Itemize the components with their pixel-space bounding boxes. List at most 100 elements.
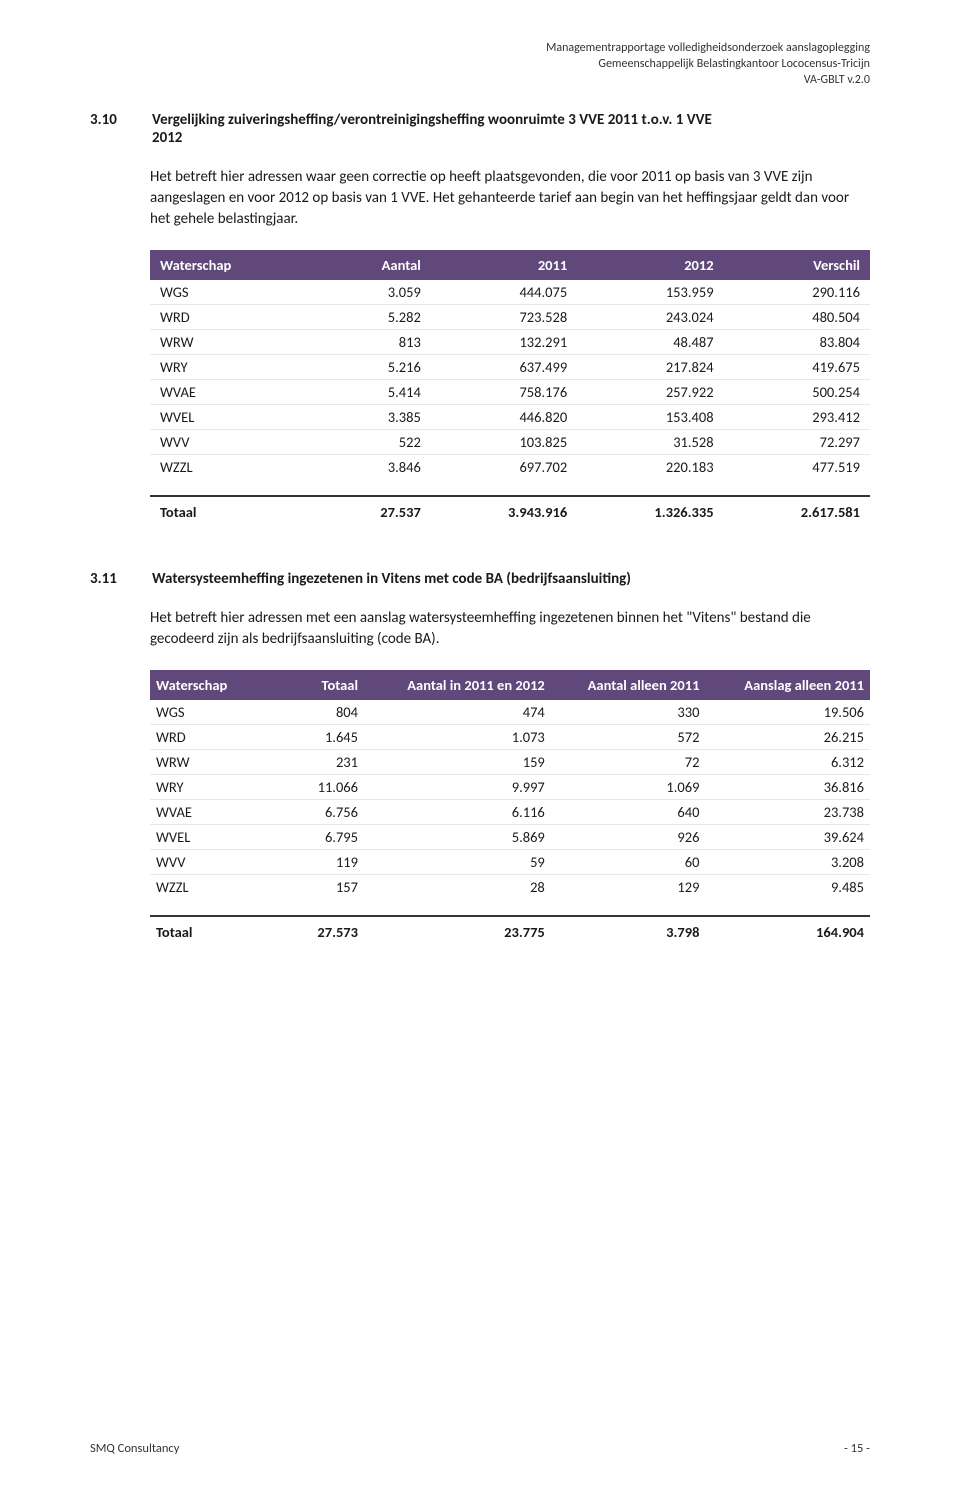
table-cell: 5.216 bbox=[319, 354, 431, 379]
table-cell: 132.291 bbox=[431, 329, 577, 354]
table-cell: 6.312 bbox=[705, 749, 870, 774]
table-cell: 1.645 bbox=[272, 724, 364, 749]
page-footer: SMQ Consultancy - 15 - bbox=[90, 1441, 870, 1456]
table-cell: 26.215 bbox=[705, 724, 870, 749]
table-cell: 19.506 bbox=[705, 700, 870, 725]
table-cell: 9.997 bbox=[364, 774, 551, 799]
table-cell: 330 bbox=[551, 700, 706, 725]
section-3-10-heading: 3.10 Vergelijking zuiveringsheffing/vero… bbox=[90, 111, 870, 147]
table-cell: 926 bbox=[551, 824, 706, 849]
table-cell: 220.183 bbox=[577, 454, 723, 479]
table-cell: 758.176 bbox=[431, 379, 577, 404]
table-cell: WVV bbox=[150, 849, 272, 874]
table-cell: 48.487 bbox=[577, 329, 723, 354]
table-cell: WRY bbox=[150, 354, 319, 379]
col-header: Aanslag alleen 2011 bbox=[705, 670, 870, 700]
header-line-2: Gemeenschappelijk Belastingkantoor Lococ… bbox=[90, 56, 870, 72]
section-title: Watersysteemheffing ingezetenen in Viten… bbox=[152, 570, 870, 588]
table-cell: 217.824 bbox=[577, 354, 723, 379]
table-cell: 480.504 bbox=[724, 304, 870, 329]
table-total-row: Totaal 27.537 3.943.916 1.326.335 2.617.… bbox=[150, 496, 870, 524]
col-header: Waterschap bbox=[150, 250, 319, 280]
table-cell: 813 bbox=[319, 329, 431, 354]
col-header: Aantal bbox=[319, 250, 431, 280]
table-row: WVV522103.82531.52872.297 bbox=[150, 429, 870, 454]
table-cell: 290.116 bbox=[724, 280, 870, 305]
total-cell: 3.798 bbox=[551, 916, 706, 944]
table-row: WVEL3.385446.820153.408293.412 bbox=[150, 404, 870, 429]
table-cell: WGS bbox=[150, 700, 272, 725]
footer-right: - 15 - bbox=[844, 1441, 870, 1456]
table-cell: 119 bbox=[272, 849, 364, 874]
section-number: 3.11 bbox=[90, 570, 126, 588]
table-cell: 243.024 bbox=[577, 304, 723, 329]
section-title-line1: Vergelijking zuiveringsheffing/verontrei… bbox=[152, 111, 870, 129]
total-cell: 164.904 bbox=[705, 916, 870, 944]
section-number: 3.10 bbox=[90, 111, 126, 147]
col-header: Verschil bbox=[724, 250, 870, 280]
table-cell: WZZL bbox=[150, 874, 272, 899]
header-line-3: VA-GBLT v.2.0 bbox=[90, 72, 870, 88]
table-cell: 5.869 bbox=[364, 824, 551, 849]
table-cell: 231 bbox=[272, 749, 364, 774]
table-header-row: Waterschap Totaal Aantal in 2011 en 2012… bbox=[150, 670, 870, 700]
table-row: WRY5.216637.499217.824419.675 bbox=[150, 354, 870, 379]
table-cell: WZZL bbox=[150, 454, 319, 479]
table-cell: WRD bbox=[150, 724, 272, 749]
table-row: WVEL6.7955.86992639.624 bbox=[150, 824, 870, 849]
table-cell: WRY bbox=[150, 774, 272, 799]
table-row: WRW813132.29148.48783.804 bbox=[150, 329, 870, 354]
table-cell: WVV bbox=[150, 429, 319, 454]
col-header: Aantal alleen 2011 bbox=[551, 670, 706, 700]
section-3-10-paragraph: Het betreft hier adressen waar geen corr… bbox=[150, 167, 870, 230]
table-cell: 6.116 bbox=[364, 799, 551, 824]
table-row: WGS3.059444.075153.959290.116 bbox=[150, 280, 870, 305]
total-cell: 1.326.335 bbox=[577, 496, 723, 524]
table-row: WVAE5.414758.176257.922500.254 bbox=[150, 379, 870, 404]
table-cell: WRD bbox=[150, 304, 319, 329]
table-cell: 72 bbox=[551, 749, 706, 774]
table-cell: 446.820 bbox=[431, 404, 577, 429]
table-cell: 153.959 bbox=[577, 280, 723, 305]
table-cell: 83.804 bbox=[724, 329, 870, 354]
col-header: 2012 bbox=[577, 250, 723, 280]
table-cell: 1.069 bbox=[551, 774, 706, 799]
table-cell: 11.066 bbox=[272, 774, 364, 799]
table-row: WRD1.6451.07357226.215 bbox=[150, 724, 870, 749]
table-cell: 3.208 bbox=[705, 849, 870, 874]
total-cell: 3.943.916 bbox=[431, 496, 577, 524]
report-header: Managementrapportage volledigheidsonderz… bbox=[90, 40, 870, 89]
table-cell: 474 bbox=[364, 700, 551, 725]
table-row: WZZL3.846697.702220.183477.519 bbox=[150, 454, 870, 479]
table-cell: 257.922 bbox=[577, 379, 723, 404]
table-cell: WRW bbox=[150, 749, 272, 774]
footer-left: SMQ Consultancy bbox=[90, 1441, 179, 1456]
section-3-11-heading: 3.11 Watersysteemheffing ingezetenen in … bbox=[90, 570, 870, 588]
table-cell: 153.408 bbox=[577, 404, 723, 429]
table-cell: WVAE bbox=[150, 799, 272, 824]
section-3-11-paragraph: Het betreft hier adressen met een aansla… bbox=[150, 608, 870, 650]
total-cell: 23.775 bbox=[364, 916, 551, 944]
table-cell: 572 bbox=[551, 724, 706, 749]
table-cell: 6.756 bbox=[272, 799, 364, 824]
table-row: WZZL157281299.485 bbox=[150, 874, 870, 899]
table-cell: 3.846 bbox=[319, 454, 431, 479]
table-cell: 419.675 bbox=[724, 354, 870, 379]
table-cell: 103.825 bbox=[431, 429, 577, 454]
table-cell: WVEL bbox=[150, 404, 319, 429]
table-cell: 3.059 bbox=[319, 280, 431, 305]
table-cell: WRW bbox=[150, 329, 319, 354]
section-title: Vergelijking zuiveringsheffing/verontrei… bbox=[152, 111, 870, 147]
total-label: Totaal bbox=[150, 496, 319, 524]
section-title-line2: 2012 bbox=[152, 129, 870, 147]
table-cell: 1.073 bbox=[364, 724, 551, 749]
table-cell: 477.519 bbox=[724, 454, 870, 479]
col-header: Waterschap bbox=[150, 670, 272, 700]
total-cell: 2.617.581 bbox=[724, 496, 870, 524]
total-cell: 27.537 bbox=[319, 496, 431, 524]
table-cell: 6.795 bbox=[272, 824, 364, 849]
table-3-11: Waterschap Totaal Aantal in 2011 en 2012… bbox=[150, 670, 870, 944]
table-cell: 31.528 bbox=[577, 429, 723, 454]
table-cell: 500.254 bbox=[724, 379, 870, 404]
col-header: Aantal in 2011 en 2012 bbox=[364, 670, 551, 700]
